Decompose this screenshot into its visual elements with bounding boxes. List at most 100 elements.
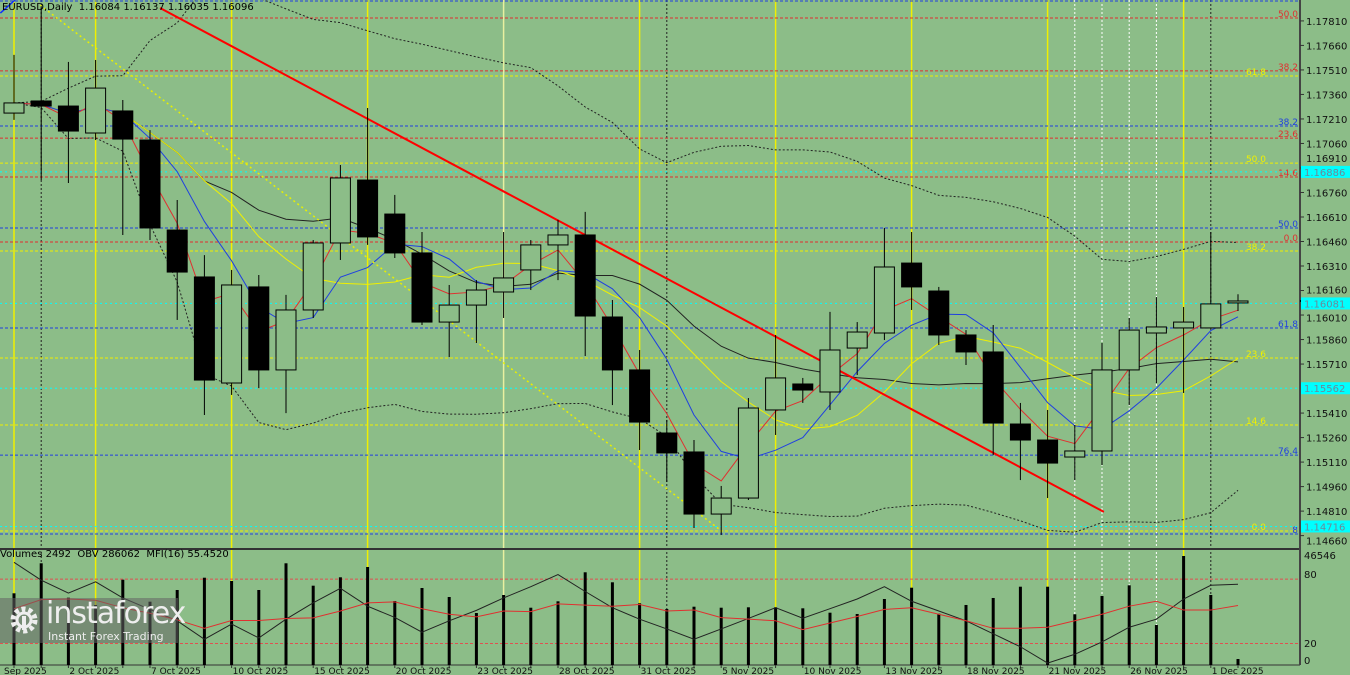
price-tick-label: 1.14660 (1306, 536, 1347, 547)
bullish-candle (221, 284, 243, 384)
bullish-candle (85, 87, 107, 134)
volume-bar (1127, 585, 1131, 665)
bullish-candle (873, 266, 895, 334)
time-tick-label: 26 Nov 2025 (1130, 667, 1188, 675)
bearish-candle (574, 234, 596, 317)
volume-bar (665, 609, 669, 665)
bullish-candle (819, 349, 841, 393)
fib-level-label: 0.0 (1284, 234, 1299, 244)
bearish-candle (928, 290, 950, 336)
price-axis: 1.17810 1.17660 1.17510 1.17360 1.17210 1.170… (1299, 0, 1350, 665)
volume-bar (1236, 659, 1240, 665)
volume-bar (1209, 595, 1213, 665)
fib-level-label: 76.4 (1278, 447, 1298, 457)
time-tick-label: 28 Oct 2025 (559, 667, 615, 675)
bearish-candle (57, 105, 79, 132)
bullish-candle (710, 497, 732, 515)
fib-level-label: 23.6 (1278, 130, 1298, 140)
volume-bar (719, 607, 723, 665)
volume-bar (393, 600, 397, 665)
price-tick-label: 1.15260 (1306, 434, 1347, 445)
bearish-candle (792, 383, 814, 391)
watermark-name: instaforex (46, 596, 186, 631)
upper-band-line (13, 0, 1239, 262)
volume-bar (964, 604, 968, 665)
fibonacci-levels: 50.0 38.2 23.6 14.6 0.0 61.8 50.0 38.2 23.6 14.6 0… (0, 0, 1300, 536)
fib-level-label: 14.6 (1278, 169, 1298, 179)
time-tick-label: 10 Nov 2025 (804, 667, 862, 675)
volume-bar (991, 597, 995, 665)
bearish-candle (384, 213, 406, 254)
time-tick-label: 15 Oct 2025 (314, 667, 370, 675)
fib-level-label: 38.2 (1278, 63, 1298, 73)
red-trendline (159, 7, 1105, 513)
ma-yellow-line (13, 102, 1239, 430)
blue-trendline (0, 0, 16, 14)
bullish-candle (465, 289, 487, 306)
volume-bar (257, 589, 261, 665)
bullish-candle (547, 234, 569, 246)
bearish-candle (1037, 439, 1059, 464)
volume-bar (447, 597, 451, 665)
bearish-candle (248, 286, 270, 371)
bearish-candle (30, 100, 52, 107)
bearish-candle (166, 229, 188, 273)
volume-bar (474, 613, 478, 665)
bullish-candle (1200, 303, 1222, 329)
fib-level-label: 8 (1292, 526, 1298, 536)
fib-level-label: 0.0 (1252, 523, 1267, 533)
price-label-text: 1.16886 (1304, 168, 1345, 179)
volume-bar (583, 572, 587, 665)
price-tick-label: 1.15110 (1306, 458, 1347, 469)
bearish-candle (357, 179, 379, 238)
price-tick-label: 1.17810 (1306, 17, 1347, 28)
moving-averages (13, 0, 1239, 533)
price-tick-label: 1.14960 (1306, 483, 1347, 494)
gear-logo-icon (10, 606, 38, 634)
volume-bar (910, 587, 914, 665)
bullish-candle (493, 277, 515, 293)
price-tick-label: 1.16610 (1306, 213, 1347, 224)
volume-bar (692, 606, 696, 665)
bullish-candle (275, 309, 297, 371)
yellow-trendline (39, 4, 721, 531)
bullish-candle (520, 244, 542, 271)
fib-level-label: 38.2 (1278, 118, 1298, 128)
time-tick-label: 31 Oct 2025 (641, 667, 697, 675)
volume-bar (311, 585, 315, 665)
price-tick-label: 1.16010 (1306, 313, 1347, 324)
time-tick-label: 13 Nov 2025 (885, 667, 943, 675)
time-tick-label: 21 Nov 2025 (1049, 667, 1107, 675)
bearish-candle (139, 139, 161, 229)
bullish-candle (1227, 300, 1249, 304)
fib-level-label: 50.0 (1246, 155, 1266, 165)
indicator-tick-label: 80 (1304, 570, 1317, 581)
time-tick-label: 23 Oct 2025 (477, 667, 533, 675)
time-tick-label: 7 Oct 2025 (151, 667, 201, 675)
watermark-tagline: Instant Forex Trading (48, 630, 164, 643)
price-tick-label: 1.16160 (1306, 285, 1347, 296)
volume-bar (502, 595, 506, 665)
volume-bar (529, 607, 533, 665)
bearish-candle (683, 451, 705, 515)
fib-level-label: 61.8 (1278, 320, 1298, 330)
price-tick-label: 1.17360 (1306, 90, 1347, 101)
price-label-box (1301, 297, 1350, 310)
volume-bar (937, 613, 941, 665)
bearish-candle (411, 252, 433, 323)
volume-bar (420, 588, 424, 665)
time-tick-label: 2 Oct 2025 (69, 667, 119, 675)
bearish-candle (901, 262, 923, 288)
price-tick-label: 1.17060 (1306, 139, 1347, 150)
ma-red-line (13, 102, 1239, 482)
indicator-tick-label: 0 (1304, 656, 1310, 667)
ma-black-line (13, 102, 1239, 386)
bearish-candle (982, 351, 1004, 424)
time-tick-label: 1 Dec 2025 (1212, 667, 1264, 675)
bullish-candle (1118, 329, 1140, 371)
bullish-candle (438, 304, 460, 323)
time-tick-label: 5 Nov 2025 (722, 667, 774, 675)
volume-bar (855, 613, 859, 665)
price-label-box (1301, 165, 1350, 178)
